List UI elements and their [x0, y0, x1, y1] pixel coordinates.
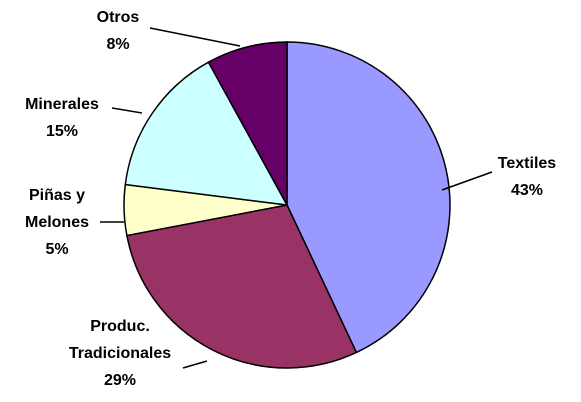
- category-label: Produc. Tradicionales: [68, 318, 172, 362]
- category-label: Textiles: [497, 155, 557, 172]
- slice-label: Textiles 43%: [487, 150, 567, 204]
- value-label: 15%: [45, 123, 79, 140]
- category-label: Piñas y Melones: [24, 187, 89, 231]
- pie-slice: [124, 61, 289, 206]
- leader-line: [182, 360, 208, 369]
- value-label: 5%: [45, 241, 69, 258]
- value-label: 43%: [510, 182, 544, 199]
- leader-line: [441, 171, 493, 191]
- slice-label: Otros 8%: [83, 4, 153, 58]
- slice-label: Minerales 15%: [12, 91, 112, 145]
- leader-line: [111, 107, 143, 114]
- pie-slice: [126, 204, 358, 369]
- value-label: 29%: [103, 372, 137, 389]
- category-label: Minerales: [25, 96, 99, 113]
- pie-slice: [207, 41, 288, 206]
- leader-line: [149, 27, 241, 47]
- category-label: Otros: [96, 9, 140, 26]
- value-label: 8%: [106, 36, 130, 53]
- slice-label: Produc. Tradicionales 29%: [45, 313, 195, 394]
- slice-label: Piñas y Melones 5%: [12, 182, 102, 263]
- pie-slice: [286, 41, 451, 354]
